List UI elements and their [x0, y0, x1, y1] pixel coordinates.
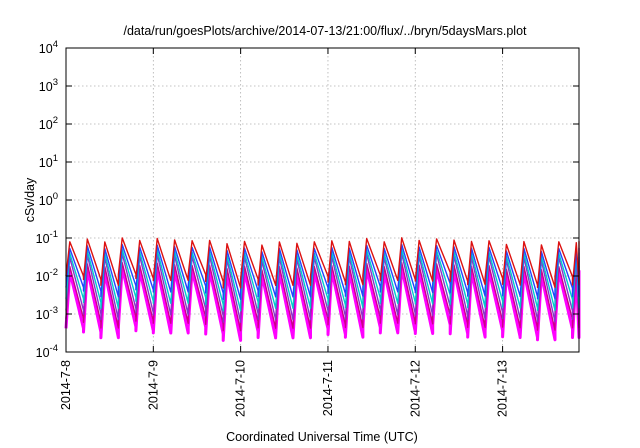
y-tick-label: 10-3 — [36, 305, 58, 322]
series-group — [64, 237, 581, 342]
series-line — [65, 237, 580, 289]
x-tick-label: 2014-7-11 — [321, 360, 335, 416]
y-tick-label: 10-2 — [36, 267, 58, 284]
chart-title: /data/run/goesPlots/archive/2014-07-13/2… — [123, 24, 527, 38]
y-tick-label: 101 — [39, 153, 58, 170]
y-tick-labels: 10-4 10-3 10-2 10-1 100 101 102 103 104 — [36, 39, 58, 360]
y-tick-label: 102 — [39, 115, 58, 132]
x-tick-labels: 2014-7-8 2014-7-9 2014-7-10 2014-7-11 2014-7… — [59, 360, 510, 417]
y-tick-label: 103 — [39, 77, 58, 94]
x-tick-label: 2014-7-9 — [146, 360, 160, 410]
y-tick-label: 10-4 — [36, 343, 58, 360]
x-axis-label: Coordinated Universal Time (UTC) — [226, 430, 418, 444]
x-tick-label: 2014-7-10 — [234, 360, 248, 417]
ticks — [65, 47, 579, 353]
y-axis-label: cSv/day — [23, 177, 37, 222]
x-tick-label: 2014-7-8 — [59, 360, 73, 410]
y-tick-label: 104 — [39, 39, 58, 56]
y-tick-label: 100 — [39, 191, 58, 208]
x-tick-label: 2014-7-13 — [496, 360, 510, 417]
x-tick-label: 2014-7-12 — [408, 360, 422, 417]
y-tick-label: 10-1 — [36, 229, 58, 246]
